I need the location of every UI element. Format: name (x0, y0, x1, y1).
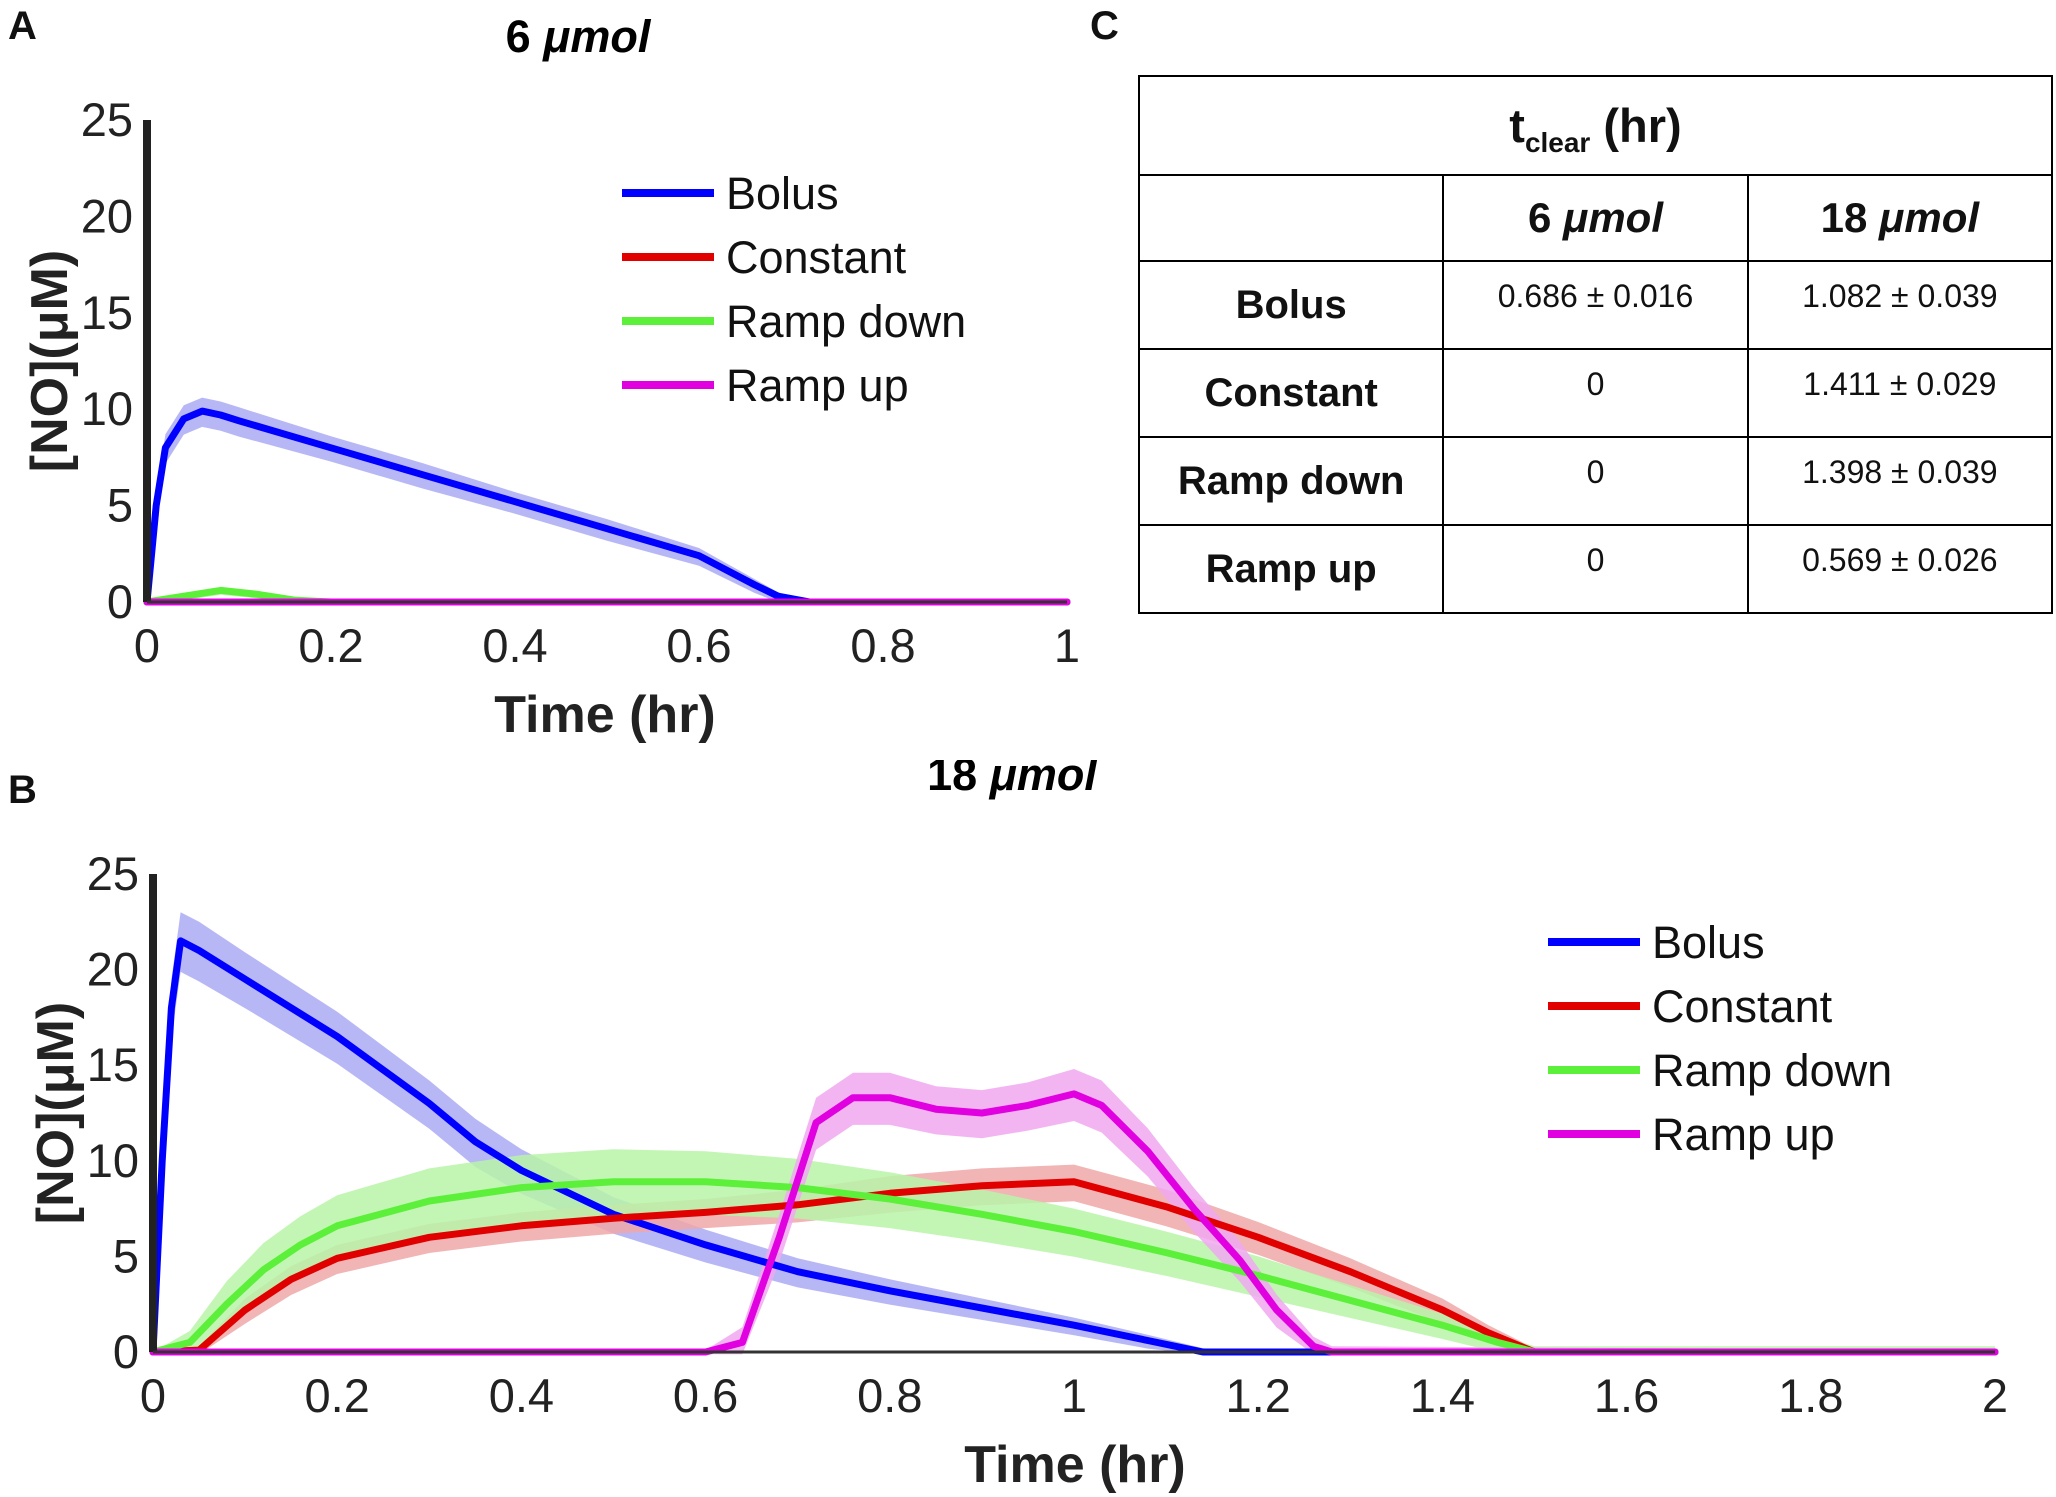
y-tick-label: 10 (87, 1134, 139, 1187)
legend-label-ramp-down: Ramp down (726, 296, 966, 347)
x-tick-label: 0.4 (482, 619, 547, 672)
series-line-ramp-up (149, 1090, 1999, 1356)
clearance-time-table: tclear (hr) 6 μmol 18 μmol Bolus 0.686 ±… (1137, 75, 2054, 614)
x-tick-label: 1 (1061, 1369, 1087, 1422)
chart-title: 6 μmol (506, 11, 652, 62)
chart-a: 6 μmol 0 5 10 15 20 25 0 0.2 0.4 0.6 0.8 1 Time (hr) [… (21, 11, 1080, 744)
band-bolus (147, 397, 1067, 605)
table-row: Ramp up 0 0.569 ± 0.026 (1137, 524, 2054, 614)
table-corner (1137, 174, 1445, 262)
col-header-18: 18 μmol (1746, 174, 2054, 262)
x-tick-label: 0.8 (850, 619, 915, 672)
value-ramp-down-18: 1.398 ± 0.039 (1746, 436, 2054, 526)
y-tick-label: 20 (81, 189, 133, 242)
chart-b: 18 μmol 0 5 10 15 20 25 0 0.2 0.4 0.6 0.8 1 1.2 1.4 1.6… (27, 760, 2008, 1494)
x-tick-label: 0.2 (298, 619, 363, 672)
table-row: Ramp down 0 1.398 ± 0.039 (1137, 436, 2054, 526)
series-line-constant (149, 1178, 1999, 1356)
y-tick-label: 25 (87, 847, 139, 900)
row-name-bolus: Bolus (1137, 260, 1445, 350)
x-tick-label: 1.8 (1778, 1369, 1843, 1422)
x-tick-label: 2 (1982, 1369, 2008, 1422)
y-tick-label: 5 (107, 479, 133, 532)
chart-title: 18 μmol (927, 760, 1098, 800)
y-tick-label: 25 (81, 93, 133, 146)
x-tick-label: 1.6 (1594, 1369, 1659, 1422)
row-name-ramp-down: Ramp down (1137, 436, 1445, 526)
legend-label-ramp-up: Ramp up (726, 360, 909, 411)
y-tick-label: 15 (81, 286, 133, 339)
x-tick-label: 0.2 (305, 1369, 370, 1422)
table-title: tclear (hr) (1138, 75, 2053, 176)
y-tick-label: 10 (81, 382, 133, 435)
value-constant-18: 1.411 ± 0.029 (1746, 348, 2054, 438)
table-row: Bolus 0.686 ± 0.016 1.082 ± 0.039 (1137, 260, 2054, 350)
legend-label-bolus: Bolus (726, 168, 839, 219)
row-name-constant: Constant (1137, 348, 1445, 438)
x-tick-label: 0 (134, 619, 160, 672)
value-ramp-down-6: 0 (1442, 436, 1749, 526)
col-header-6: 6 μmol (1442, 174, 1749, 262)
table-row: Constant 0 1.411 ± 0.029 (1137, 348, 2054, 438)
y-tick-label: 5 (113, 1229, 139, 1282)
x-tick-label: 0.6 (673, 1369, 738, 1422)
row-name-ramp-up: Ramp up (1137, 524, 1445, 614)
x-tick-label: 1 (1054, 619, 1080, 672)
y-tick-label: 0 (113, 1325, 139, 1378)
panel-label-a: A (8, 4, 37, 48)
y-tick-label: 15 (87, 1038, 139, 1091)
x-axis-label: Time (hr) (964, 1436, 1186, 1494)
value-ramp-up-18: 0.569 ± 0.026 (1746, 524, 2054, 614)
y-axis-label: [NO](μM) (27, 1002, 85, 1224)
panel-label-c: C (1090, 4, 1119, 48)
x-axis-label: Time (hr) (494, 686, 716, 744)
value-constant-6: 0 (1442, 348, 1749, 438)
x-tick-label: 0.4 (489, 1369, 554, 1422)
x-tick-label: 0.6 (666, 619, 731, 672)
series-line-bolus (149, 937, 1999, 1356)
series-line-bolus (143, 407, 1071, 606)
legend-label-constant: Constant (1652, 981, 1833, 1032)
legend-label-constant: Constant (726, 232, 907, 283)
legend-label-bolus: Bolus (1652, 917, 1765, 968)
y-tick-label: 20 (87, 943, 139, 996)
x-tick-label: 0.8 (857, 1369, 922, 1422)
x-tick-label: 0 (140, 1369, 166, 1422)
x-tick-label: 1.4 (1410, 1369, 1475, 1422)
x-tick-label: 1.2 (1226, 1369, 1291, 1422)
value-bolus-18: 1.082 ± 0.039 (1746, 260, 2054, 350)
legend-label-ramp-down: Ramp down (1652, 1045, 1892, 1096)
y-axis-label: [NO](μM) (21, 250, 79, 472)
band-ramp-down (153, 1149, 1995, 1355)
legend-label-ramp-up: Ramp up (1652, 1109, 1835, 1160)
panel-label-b: B (8, 768, 37, 812)
y-tick-label: 0 (107, 575, 133, 628)
value-bolus-6: 0.686 ± 0.016 (1442, 260, 1749, 350)
value-ramp-up-6: 0 (1442, 524, 1749, 614)
